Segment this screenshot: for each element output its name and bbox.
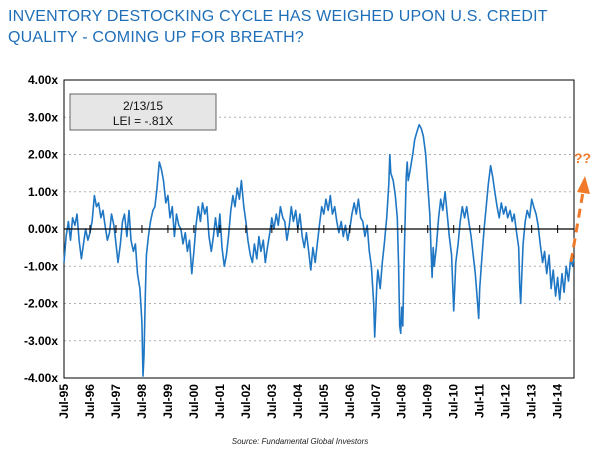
chart-title-line-2: QUALITY - COMING UP FOR BREATH? [8,29,305,46]
x-tick-label: Jul-98 [135,384,149,419]
x-tick-label: Jul-14 [551,384,565,419]
chart-title-line-1: INVENTORY DESTOCKING CYCLE HAS WEIGHED U… [8,8,548,25]
series-line [63,123,575,377]
forecast-label: ?? [574,150,591,166]
y-tick-label: 2.00x [28,148,58,162]
x-tick-label: Jul-99 [161,384,175,419]
chart-title: INVENTORY DESTOCKING CYCLE HAS WEIGHED U… [8,6,568,48]
x-tick-label: Jul-09 [421,384,435,419]
y-tick-label: 0.00x [28,222,58,236]
y-tick-label: 4.00x [28,73,58,87]
source-note: Source: Fundamental Global Investors [231,437,369,446]
x-tick-label: Jul-12 [499,384,513,419]
series-lines [63,123,575,377]
x-tick-label: Jul-96 [83,384,97,419]
annotation-box: 2/13/15 LEI = -.81X [69,93,217,131]
x-tick-label: Jul-13 [525,384,539,419]
y-tick-label: -4.00x [24,371,58,385]
y-tick-label: -1.00x [24,259,58,273]
x-tick-label: Jul-03 [265,384,279,419]
forecast-arrow [569,176,590,263]
x-tick-label: Jul-06 [343,384,357,419]
x-tick-label: Jul-04 [291,384,305,419]
x-tick-label: Jul-07 [369,384,383,419]
x-tick-label: Jul-11 [473,384,487,418]
y-axis: 4.00x 3.00x 2.00x 1.00x 0.00x -1.00x -2.00x -3.… [24,73,58,385]
x-tick-label: Jul-10 [447,384,461,419]
zero-axis [63,225,574,233]
annotation-value: LEI = -.81X [113,114,173,128]
y-tick-label: -3.00x [24,334,58,348]
x-tick-label: Jul-00 [187,384,201,419]
x-tick-label: Jul-97 [109,384,123,419]
gridlines [64,116,574,342]
y-tick-label: 1.00x [28,185,58,199]
x-tick-label: Jul-08 [395,384,409,419]
x-tick-label: Jul-05 [317,384,331,419]
x-tick-label: Jul-95 [57,384,71,419]
y-tick-label: 3.00x [28,110,58,124]
annotation-date: 2/13/15 [123,99,163,113]
x-axis: Jul-95 Jul-96 Jul-97 Jul-98 Jul-99 Jul-00 Jul-… [57,384,565,419]
x-tick-label: Jul-02 [239,384,253,419]
y-tick-label: -2.00x [24,297,58,311]
x-tick-label: Jul-01 [213,384,227,419]
